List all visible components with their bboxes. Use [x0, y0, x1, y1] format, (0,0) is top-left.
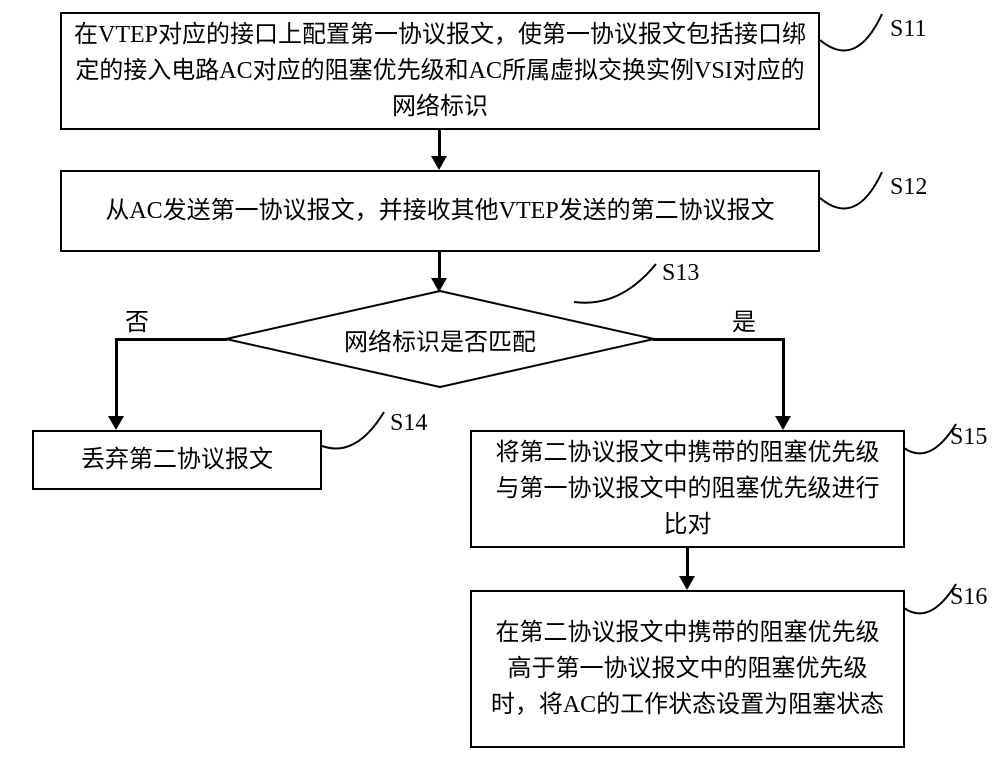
node-s14-text: 丢弃第二协议报文 — [81, 442, 273, 478]
node-s12: 从AC发送第一协议报文，并接收其他VTEP发送的第二协议报文 — [60, 170, 820, 252]
node-s16-text: 在第二协议报文中携带的阻塞优先级高于第一协议报文中的阻塞优先级时，将AC的工作状… — [484, 615, 891, 723]
branch-label-yes: 是 — [732, 302, 756, 337]
label-curve-s14 — [318, 408, 388, 468]
flowchart-canvas: 在VTEP对应的接口上配置第一协议报文，使第一协议报文包括接口绑定的接入电路AC… — [0, 0, 1000, 782]
edge-s13-s14-head — [108, 416, 124, 430]
branch-label-no: 否 — [125, 302, 149, 337]
edge-s11-s12 — [438, 130, 441, 158]
edge-s11-s12-head — [431, 156, 447, 170]
node-s15-text: 将第二协议报文中携带的阻塞优先级与第一协议报文中的阻塞优先级进行比对 — [484, 435, 891, 543]
step-label-s11: S11 — [890, 16, 926, 43]
node-s14: 丢弃第二协议报文 — [32, 430, 322, 490]
node-s12-text: 从AC发送第一协议报文，并接收其他VTEP发送的第二协议报文 — [105, 193, 774, 229]
node-s13: 网络标识是否匹配 — [225, 290, 655, 388]
step-label-s13: S13 — [662, 260, 699, 287]
edge-s13-s15-head — [775, 416, 791, 430]
node-s11-text: 在VTEP对应的接口上配置第一协议报文，使第一协议报文包括接口绑定的接入电路AC… — [74, 17, 806, 125]
node-s16: 在第二协议报文中携带的阻塞优先级高于第一协议报文中的阻塞优先级时，将AC的工作状… — [470, 590, 905, 748]
node-s15: 将第二协议报文中携带的阻塞优先级与第一协议报文中的阻塞优先级进行比对 — [470, 430, 905, 548]
step-label-s16: S16 — [950, 584, 987, 611]
edge-s13-s15-v — [782, 338, 785, 418]
edge-s13-s14-v — [115, 338, 118, 418]
edge-s13-s15-h — [653, 338, 785, 341]
edge-s12-s13 — [438, 252, 441, 280]
node-s11: 在VTEP对应的接口上配置第一协议报文，使第一协议报文包括接口绑定的接入电路AC… — [60, 12, 820, 130]
edge-s15-s16-head — [679, 576, 695, 590]
label-curve-s11 — [816, 10, 886, 80]
label-curve-s12 — [816, 168, 886, 238]
step-label-s15: S15 — [950, 424, 987, 451]
step-label-s12: S12 — [890, 174, 927, 201]
edge-s13-s14-h — [115, 338, 227, 341]
node-s13-text: 网络标识是否匹配 — [344, 322, 536, 357]
edge-s15-s16 — [686, 548, 689, 578]
step-label-s14: S14 — [390, 410, 427, 437]
